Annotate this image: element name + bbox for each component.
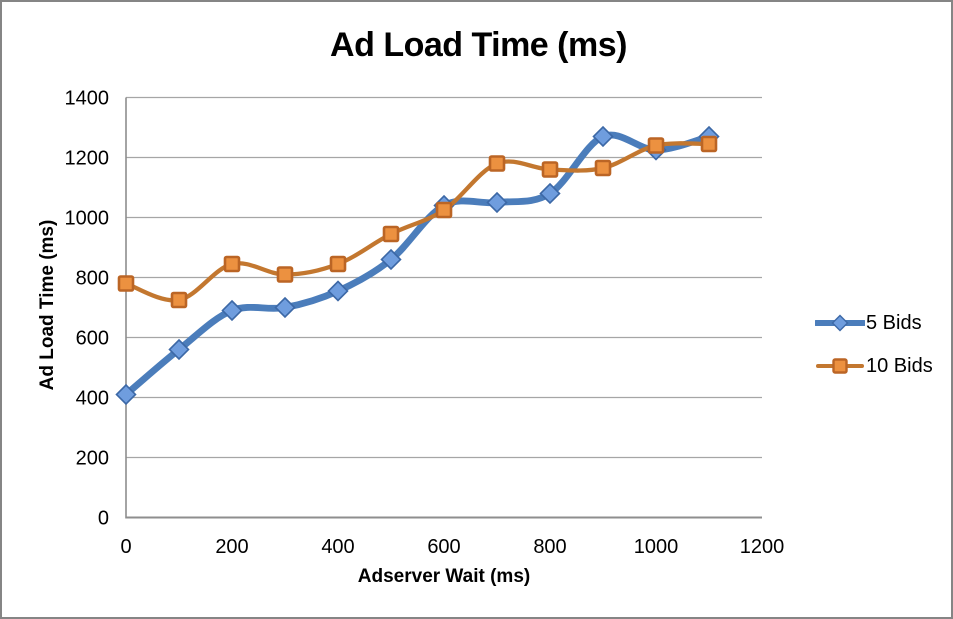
marker-10-bids <box>541 161 559 178</box>
legend-item-10-bids: 10 Bids <box>815 353 933 379</box>
marker-5-bids <box>380 248 402 271</box>
marker-5-bids <box>592 125 614 148</box>
y-tick-label: 800 <box>76 268 109 290</box>
y-tick-label: 0 <box>98 508 109 530</box>
marker-5-bids <box>327 280 349 302</box>
legend-label: 10 Bids <box>866 354 933 377</box>
marker-10-bids <box>170 291 188 309</box>
legend-item-5-bids: 5 Bids <box>815 310 933 336</box>
marker-10-bids <box>223 255 241 273</box>
marker-10-bids <box>276 266 294 283</box>
x-tick-label: 600 <box>427 536 460 558</box>
marker-10-bids <box>700 135 718 153</box>
x-tick-label: 800 <box>533 536 566 558</box>
marker-5-bids <box>486 191 508 214</box>
legend-swatch-10-bids-icon <box>816 358 864 374</box>
legend: 5 Bids 10 Bids <box>815 310 933 379</box>
marker-10-bids <box>435 201 453 219</box>
marker-10-bids <box>647 137 665 154</box>
x-tick-label: 400 <box>321 536 354 558</box>
x-axis-title: Adserver Wait (ms) <box>357 566 531 587</box>
y-axis-title: Ad Load Time (ms) <box>37 219 58 391</box>
marker-5-bids <box>539 182 561 205</box>
y-tick-label: 1400 <box>65 88 110 110</box>
y-tick-label: 400 <box>76 388 109 410</box>
marker-10-bids <box>117 275 135 292</box>
x-tick-label: 200 <box>215 536 248 558</box>
x-tick-label: 1200 <box>740 536 785 558</box>
y-tick-label: 200 <box>76 448 109 470</box>
marker-10-bids <box>488 155 506 172</box>
y-tick-label: 1200 <box>65 148 110 170</box>
marker-5-bids <box>115 383 137 406</box>
marker-10-bids <box>594 159 612 177</box>
legend-swatch-5-bids-icon <box>815 314 865 332</box>
marker-10-bids <box>329 255 347 273</box>
marker-5-bids <box>168 338 190 361</box>
marker-5-bids <box>221 299 243 322</box>
chart-title: Ad Load Time (ms) <box>330 26 627 64</box>
series-line-5-bids <box>122 131 713 398</box>
y-tick-label: 600 <box>76 328 109 350</box>
marker-10-bids <box>382 225 400 243</box>
y-tick-label: 1000 <box>65 208 110 230</box>
marker-5-bids <box>274 296 296 319</box>
x-tick-label: 0 <box>120 536 131 558</box>
x-tick-label: 1000 <box>634 536 679 558</box>
legend-label: 5 Bids <box>866 311 922 334</box>
